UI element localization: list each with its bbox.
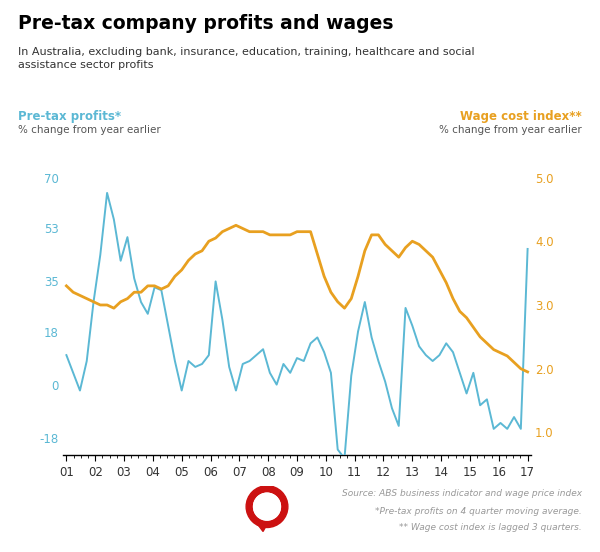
- Circle shape: [254, 493, 280, 520]
- Text: *Pre-tax profits on 4 quarter moving average.: *Pre-tax profits on 4 quarter moving ave…: [375, 507, 582, 516]
- Text: Wage cost index**: Wage cost index**: [460, 110, 582, 124]
- Text: % change from year earlier: % change from year earlier: [18, 125, 161, 135]
- Text: ** Wage cost index is lagged 3 quarters.: ** Wage cost index is lagged 3 quarters.: [399, 523, 582, 532]
- Text: In Australia, excluding bank, insurance, education, training, healthcare and soc: In Australia, excluding bank, insurance,…: [18, 47, 475, 70]
- Text: Source: ABS business indicator and wage price index: Source: ABS business indicator and wage …: [342, 489, 582, 497]
- Text: Pre-tax company profits and wages: Pre-tax company profits and wages: [18, 14, 394, 33]
- Polygon shape: [257, 523, 268, 532]
- Circle shape: [246, 486, 288, 528]
- Circle shape: [254, 493, 280, 520]
- Text: % change from year earlier: % change from year earlier: [439, 125, 582, 135]
- Text: Pre-tax profits*: Pre-tax profits*: [18, 110, 121, 124]
